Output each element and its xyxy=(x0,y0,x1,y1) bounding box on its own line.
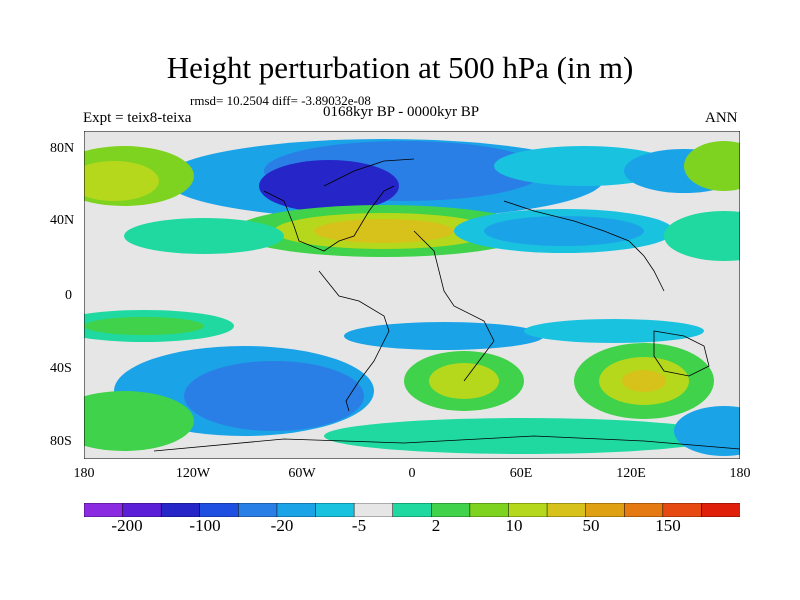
lat-label-0: 0 xyxy=(65,288,72,303)
colorbar-swatch xyxy=(199,503,240,517)
map-title: Height perturbation at 500 hPa (in m) xyxy=(166,50,634,85)
coastlines xyxy=(153,158,740,452)
colorbar xyxy=(84,503,740,517)
colorbar-swatch xyxy=(701,503,740,517)
lat-label-80n: 80N xyxy=(50,141,75,156)
colorbar-swatch xyxy=(392,503,433,517)
lon-label-120e: 120E xyxy=(616,466,646,481)
colorbar-swatch xyxy=(662,503,703,517)
colorbar-swatch xyxy=(84,503,124,517)
colorbar-label: -5 xyxy=(351,516,367,535)
rmsd-diff-stats: rmsd= 10.2504 diff= -3.89032e-08 xyxy=(190,93,371,108)
height-perturbation-map xyxy=(84,131,740,459)
colorbar-label: -20 xyxy=(270,516,294,535)
lon-label-120w: 120W xyxy=(175,466,211,481)
colorbar-swatch xyxy=(623,503,664,517)
experiment-label: Expt = teix8-teixa xyxy=(83,110,192,126)
colorbar-swatch xyxy=(238,503,278,517)
colorbar-swatch xyxy=(469,503,510,517)
colorbar-swatch xyxy=(276,503,317,517)
colorbar-swatch xyxy=(353,503,394,517)
colorbar-label: 50 xyxy=(582,516,600,535)
lat-label-40s: 40S xyxy=(50,361,72,376)
lon-label-0: 0 xyxy=(408,466,416,481)
lon-label-60e: 60E xyxy=(509,466,533,481)
colorbar-swatch xyxy=(160,503,201,517)
colorbar-swatch xyxy=(315,503,355,517)
season-label: ANN xyxy=(705,110,738,126)
time-period-label: 0168kyr BP - 0000kyr BP xyxy=(323,104,480,120)
colorbar-swatch xyxy=(585,503,625,517)
lon-label-180e: 180 xyxy=(729,466,751,481)
colorbar-label: -200 xyxy=(111,516,143,535)
colorbar-label: 2 xyxy=(431,516,441,535)
colorbar-swatch xyxy=(431,503,471,517)
lat-label-40n: 40N xyxy=(50,213,75,228)
colorbar-label: 150 xyxy=(655,516,681,535)
colorbar-label: 10 xyxy=(505,516,523,535)
lat-label-80s: 80S xyxy=(50,434,72,449)
contour-fills xyxy=(84,139,740,456)
colorbar-label: -100 xyxy=(189,516,221,535)
colorbar-swatch xyxy=(546,503,587,517)
lon-label-180w: 180 xyxy=(73,466,95,481)
colorbar-swatch xyxy=(122,503,162,517)
lon-label-60w: 60W xyxy=(288,466,316,481)
colorbar-swatch xyxy=(508,503,548,517)
